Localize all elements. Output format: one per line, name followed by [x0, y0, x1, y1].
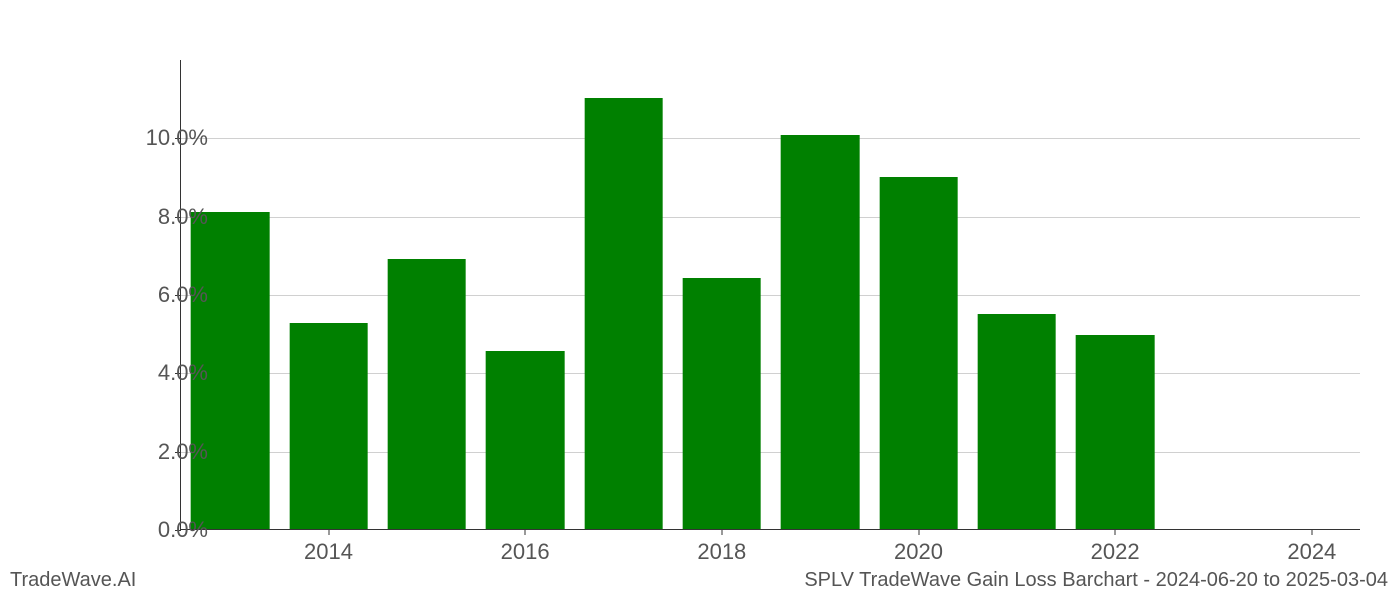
- bar: [486, 351, 565, 529]
- x-tick-mark: [1115, 529, 1116, 535]
- gridline: [181, 295, 1360, 296]
- bar: [781, 135, 860, 529]
- chart-container: 201420162018202020222024: [180, 60, 1360, 530]
- bar: [683, 278, 762, 529]
- y-tick-label: 8.0%: [158, 204, 208, 230]
- x-tick-label: 2016: [501, 539, 550, 565]
- plot-area: 201420162018202020222024: [180, 60, 1360, 530]
- bar: [584, 98, 663, 529]
- bar: [388, 259, 467, 529]
- gridline: [181, 138, 1360, 139]
- x-tick-mark: [721, 529, 722, 535]
- bar: [879, 177, 958, 530]
- x-tick-label: 2020: [894, 539, 943, 565]
- gridline: [181, 217, 1360, 218]
- x-tick-mark: [918, 529, 919, 535]
- x-tick-mark: [1311, 529, 1312, 535]
- bar: [289, 323, 368, 529]
- x-tick-mark: [525, 529, 526, 535]
- x-tick-label: 2018: [697, 539, 746, 565]
- bar: [1076, 335, 1155, 529]
- x-tick-label: 2024: [1287, 539, 1336, 565]
- y-tick-label: 0.0%: [158, 517, 208, 543]
- x-tick-label: 2022: [1091, 539, 1140, 565]
- footer-left-label: TradeWave.AI: [10, 569, 136, 592]
- y-tick-label: 10.0%: [146, 125, 208, 151]
- bar: [978, 314, 1057, 529]
- x-tick-label: 2014: [304, 539, 353, 565]
- y-tick-label: 4.0%: [158, 360, 208, 386]
- y-tick-label: 2.0%: [158, 439, 208, 465]
- y-tick-label: 6.0%: [158, 282, 208, 308]
- x-tick-mark: [328, 529, 329, 535]
- footer-right-label: SPLV TradeWave Gain Loss Barchart - 2024…: [804, 569, 1388, 592]
